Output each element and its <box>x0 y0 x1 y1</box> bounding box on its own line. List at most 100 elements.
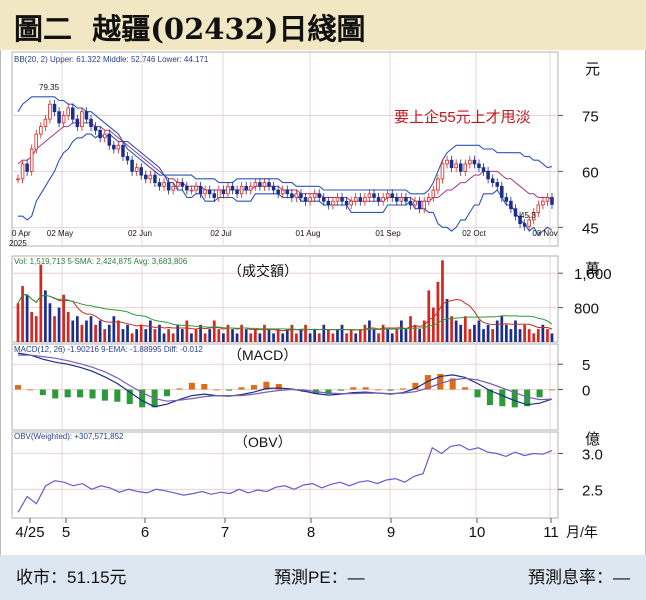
candle-body <box>518 215 522 225</box>
volume-bar <box>477 320 481 342</box>
volume-bar <box>550 333 554 342</box>
candle-body <box>157 182 162 187</box>
obv-ytick-label: 2.5 <box>582 482 603 499</box>
candle-body <box>385 193 390 198</box>
candle-body <box>98 129 102 139</box>
candle-body <box>258 182 262 187</box>
volume-bar <box>336 329 339 342</box>
candle-body <box>280 189 285 195</box>
candle-body <box>180 182 185 187</box>
price-xtick-label: 03 Nov <box>532 229 557 238</box>
price-indicator-label: BB(20, 2) Upper: 61.322 Middle: 52.746 L… <box>14 55 209 64</box>
price-xtick-label: 02 May <box>47 229 73 238</box>
candle-body <box>536 204 541 213</box>
macd-histogram-bar <box>126 389 133 404</box>
price-xtick-label: 01 Sep <box>375 229 401 238</box>
volume-bar <box>418 329 421 342</box>
volume-bar <box>276 329 280 342</box>
volume-bar <box>30 311 34 342</box>
candle-body <box>404 197 408 202</box>
volume-bar <box>34 316 38 342</box>
candle-body <box>153 174 157 183</box>
candle-body <box>509 200 513 210</box>
candle-body <box>531 212 536 221</box>
volume-bar <box>509 329 513 342</box>
forecast-pe: 預測PE：— <box>274 568 365 587</box>
volume-bar <box>267 329 271 342</box>
obv-line <box>17 444 553 513</box>
macd-histogram-bar <box>375 389 382 391</box>
candle-body <box>271 185 276 191</box>
macd-histogram-bar <box>89 389 96 399</box>
price-xtick-label: 02 Jun <box>128 229 152 238</box>
forecast-dividend-yield: 預測息率：— <box>528 568 630 587</box>
volume-bar <box>317 333 321 342</box>
candle-body <box>221 189 226 195</box>
candle-body <box>454 163 458 169</box>
macd-histogram-bar <box>213 389 220 391</box>
candle-body <box>166 182 171 191</box>
chart-header: 圖二 越疆(02432)日綫圖 <box>0 0 646 50</box>
volume-bar <box>217 329 221 342</box>
volume-bar <box>308 333 312 342</box>
candle-body <box>262 182 267 187</box>
volume-bar <box>149 320 152 342</box>
candle-body <box>34 133 39 150</box>
candle-body <box>308 197 312 202</box>
candle-body <box>89 118 93 128</box>
macd-histogram-bar <box>474 389 481 398</box>
volume-bar <box>395 329 399 342</box>
price-annotation: 要上企55元上才甩淡 <box>394 108 531 126</box>
macd-ytick-label: 0 <box>582 383 590 400</box>
macd-histogram-bar <box>163 389 171 397</box>
volume-bar <box>231 329 234 342</box>
bb-lower-line <box>18 133 553 236</box>
macd-histogram-bar <box>226 389 233 391</box>
candle-body <box>112 144 116 150</box>
macd-histogram-bar <box>114 389 121 402</box>
candle-body <box>408 200 413 206</box>
candle-body <box>294 193 299 198</box>
candle-body <box>344 200 349 206</box>
volume-bar <box>94 324 97 342</box>
candle-body <box>490 178 495 183</box>
volume-sma-line <box>17 294 553 332</box>
macd-histogram-bar <box>14 385 22 390</box>
volume-bar <box>514 320 517 342</box>
page-title: 圖二 越疆(02432)日綫圖 <box>14 12 366 46</box>
candle-body <box>226 185 230 195</box>
volume-title: （成交額） <box>228 263 298 279</box>
volume-bar <box>313 329 317 342</box>
candle-body <box>367 193 372 198</box>
candle-body <box>57 111 61 124</box>
volume-bar <box>527 329 531 342</box>
macd-histogram-bar <box>250 385 257 390</box>
volume-bar <box>363 324 367 342</box>
volume-bar <box>486 324 490 342</box>
volume-bar <box>53 316 56 342</box>
candle-body <box>230 185 235 191</box>
volume-bar <box>167 329 170 342</box>
candle-body <box>39 126 43 135</box>
candle-body <box>431 189 436 198</box>
volume-bar <box>340 324 344 342</box>
volume-bar <box>354 333 358 342</box>
candle-body <box>71 107 75 120</box>
candle-body <box>116 144 121 150</box>
volume-unit-label: 萬 <box>585 261 600 278</box>
macd-histogram-bar <box>486 389 493 406</box>
candle-body <box>290 193 294 198</box>
candle-body <box>48 103 52 120</box>
candle-body <box>545 197 550 202</box>
candle-body <box>326 200 331 206</box>
x-axis-label: 10 <box>469 524 486 541</box>
candle-body <box>427 197 431 202</box>
volume-bar <box>295 333 298 342</box>
volume-bar <box>331 333 335 342</box>
volume-bar <box>459 324 463 342</box>
volume-bar <box>240 324 243 342</box>
macd-signal-line <box>18 354 553 402</box>
volume-bar <box>500 316 504 342</box>
volume-bar <box>171 333 175 342</box>
candle-body <box>194 185 198 191</box>
